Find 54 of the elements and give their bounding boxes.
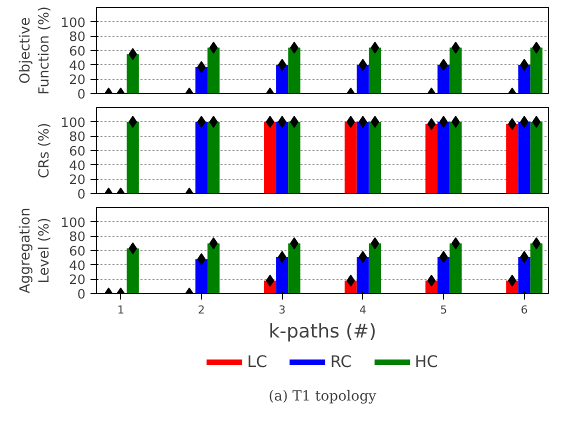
bar — [195, 66, 208, 94]
y-tick-label: 0 — [77, 88, 86, 102]
y-tick-label: 20 — [68, 73, 86, 88]
x-tick-label: 4 — [359, 304, 366, 316]
x-tick-label: 5 — [440, 304, 448, 316]
bar — [207, 243, 220, 294]
bar — [438, 256, 450, 294]
y-tick-label: 60 — [68, 44, 86, 60]
x-tick-label: 2 — [198, 304, 205, 316]
y-axis-title: CRs (%) — [36, 122, 53, 178]
bar — [288, 48, 300, 94]
legend-label: RC — [330, 352, 352, 371]
bar — [276, 256, 288, 294]
y-tick-label: 40 — [68, 258, 86, 274]
bar — [207, 48, 220, 94]
x-tick-label: 3 — [278, 304, 286, 316]
bar — [195, 259, 208, 294]
bar — [530, 243, 542, 294]
bar — [276, 64, 288, 94]
bar — [356, 256, 369, 294]
y-tick-label: 60 — [68, 244, 86, 260]
y-tick-label: 0 — [77, 288, 86, 302]
x-tick-label: 1 — [117, 304, 124, 316]
y-tick-label: 20 — [68, 173, 86, 188]
bar — [368, 243, 382, 294]
x-tick-label: 6 — [520, 304, 528, 316]
bar — [288, 243, 300, 294]
x-axis-title: k-paths (#) — [268, 320, 376, 342]
bar — [368, 48, 382, 94]
bar — [126, 54, 139, 94]
y-tick-label: 40 — [68, 58, 86, 74]
y-tick-label: 80 — [68, 130, 86, 146]
bar — [518, 256, 530, 294]
bar — [530, 48, 542, 94]
y-tick-label: 0 — [77, 188, 86, 202]
y-tick-label: 80 — [68, 230, 86, 246]
bar — [450, 48, 462, 94]
y-tick-label: 60 — [68, 144, 86, 160]
bar — [438, 64, 450, 94]
y-tick-label: 100 — [60, 116, 86, 131]
y-axis-title: Objective Function (%) — [17, 6, 53, 95]
y-tick-label: 20 — [68, 273, 86, 288]
bar — [126, 248, 139, 294]
y-tick-label: 80 — [68, 30, 86, 46]
y-tick-label: 100 — [60, 16, 86, 31]
y-tick-label: 40 — [68, 158, 86, 174]
text: (a) T1 topology — [268, 388, 376, 404]
legend-label: HC — [414, 352, 438, 371]
bar — [450, 243, 462, 294]
bar — [518, 64, 530, 94]
bar — [356, 64, 369, 94]
y-tick-label: 100 — [60, 216, 86, 231]
legend-label: LC — [247, 352, 268, 371]
y-axis-title: Aggregation Level (%) — [17, 208, 53, 294]
